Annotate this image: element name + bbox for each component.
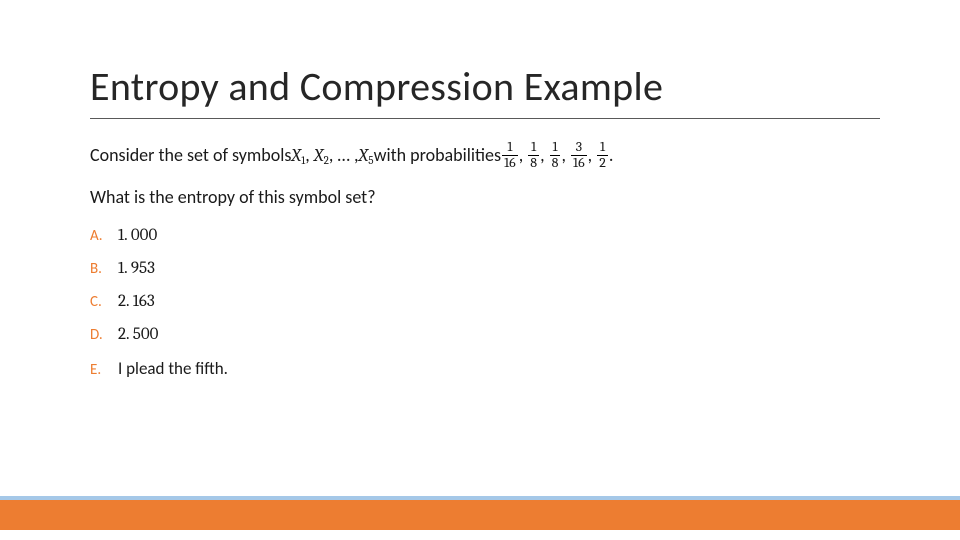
option-letter: D. [90, 326, 118, 344]
option-letter: B. [90, 260, 118, 278]
question-line-2: What is the entropy of this symbol set? [90, 186, 880, 208]
slide: Entropy and Compression Example Consider… [0, 0, 960, 540]
option-letter: E. [90, 361, 118, 379]
option-value: 2. 163 [118, 292, 155, 311]
symbol-x2: X2 [314, 144, 329, 167]
option-c: C. 2. 163 [90, 292, 880, 311]
option-letter: A. [90, 227, 118, 245]
option-value: I plead the fifth. [118, 358, 228, 379]
option-value: 1. 000 [118, 226, 157, 245]
question-period: . [609, 144, 614, 166]
option-b: B. 1. 953 [90, 259, 880, 278]
symbol-ellipsis: , … , [329, 144, 359, 166]
fraction-2: 18 [528, 140, 539, 170]
fraction-1: 116 [502, 140, 518, 170]
question-prefix: Consider the set of symbols [90, 144, 291, 166]
page-title: Entropy and Compression Example [90, 62, 663, 111]
option-d: D. 2. 500 [90, 325, 880, 344]
option-value: 1. 953 [118, 259, 155, 278]
symbol-x1: X1 [291, 144, 305, 167]
symbol-x5: X5 [358, 144, 373, 167]
option-value: 2. 500 [118, 325, 158, 344]
fraction-4: 316 [571, 140, 587, 170]
option-a: A. 1. 000 [90, 226, 880, 245]
fraction-5: 12 [597, 140, 608, 170]
question-mid: with probabilities [374, 144, 501, 166]
title-underline [90, 118, 880, 119]
title-block: Entropy and Compression Example [90, 62, 663, 111]
answer-options: A. 1. 000 B. 1. 953 C. 2. 163 D. 2. 500 … [90, 226, 880, 379]
content-area: Consider the set of symbols X1, X2 , … ,… [90, 140, 880, 393]
fraction-3: 18 [550, 140, 561, 170]
option-e: E. I plead the fifth. [90, 358, 880, 379]
footer-accent-bar [0, 500, 960, 530]
option-letter: C. [90, 293, 118, 311]
question-line-1: Consider the set of symbols X1, X2 , … ,… [90, 140, 880, 170]
